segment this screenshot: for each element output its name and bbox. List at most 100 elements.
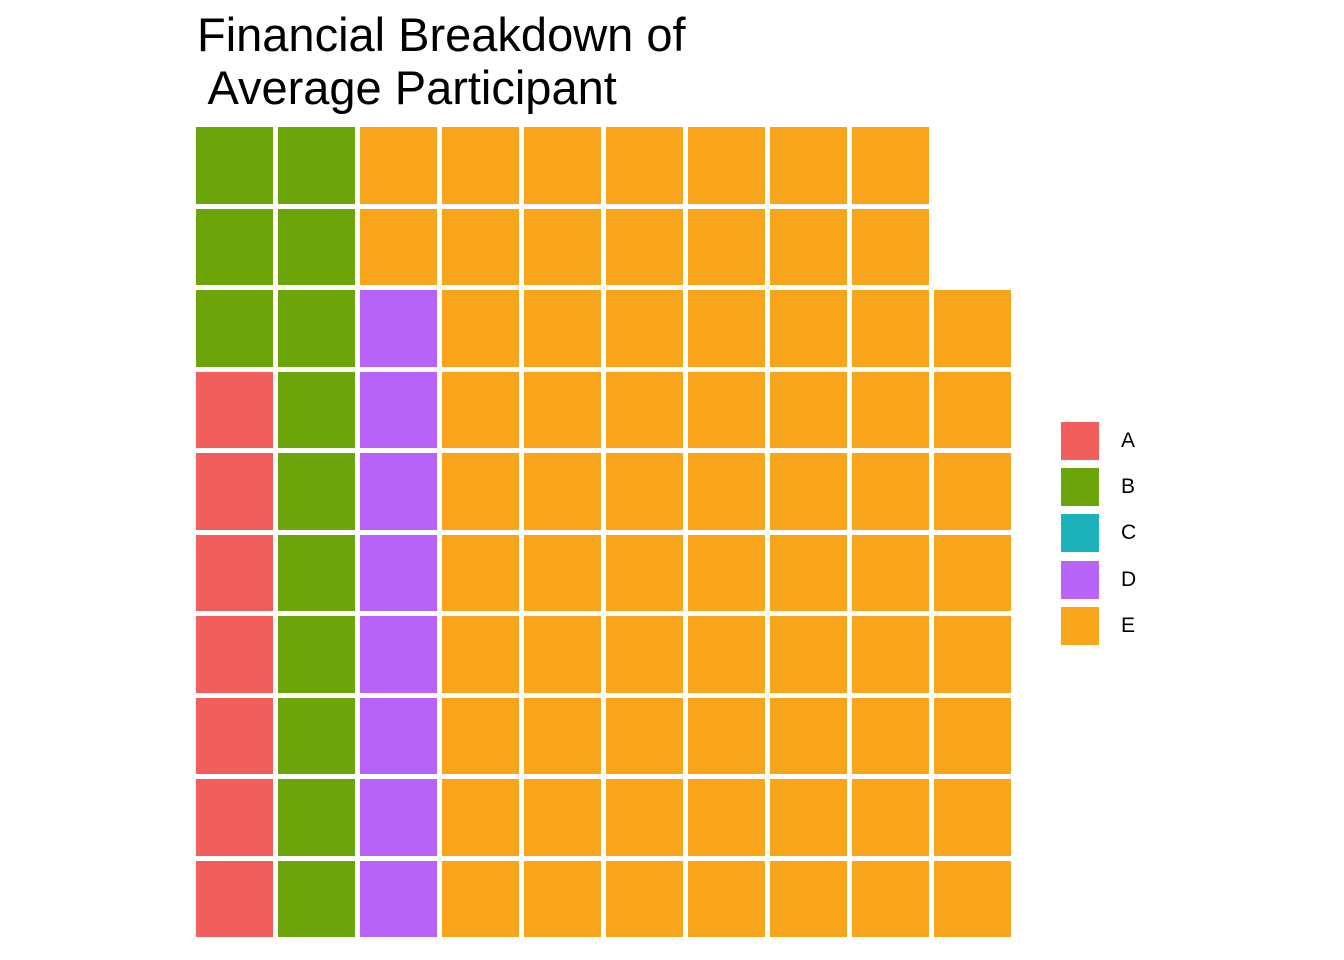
waffle-cell-E (524, 697, 601, 774)
waffle-cell-E (688, 697, 765, 774)
waffle-cell-B (278, 534, 355, 611)
waffle-cell-D (360, 697, 437, 774)
waffle-cell-E (852, 453, 929, 530)
waffle-cell-E (688, 290, 765, 367)
waffle-cell-A (196, 697, 273, 774)
waffle-cell-E (852, 290, 929, 367)
waffle-cell-E (852, 208, 929, 285)
waffle-cell-E (934, 616, 1011, 693)
waffle-cell-E (606, 534, 683, 611)
waffle-cell-A (196, 371, 273, 448)
waffle-cell-E (606, 290, 683, 367)
waffle-cell-D (360, 290, 437, 367)
waffle-cell-E (688, 453, 765, 530)
waffle-cell-E (524, 371, 601, 448)
waffle-cell-A (196, 779, 273, 856)
waffle-cell-B (278, 208, 355, 285)
waffle-cell-D (360, 371, 437, 448)
waffle-cell-E (852, 534, 929, 611)
waffle-cell-E (770, 779, 847, 856)
waffle-cell-D (360, 453, 437, 530)
waffle-cell-A (196, 534, 273, 611)
waffle-cell-B (196, 290, 273, 367)
waffle-cell-E (524, 453, 601, 530)
waffle-cell-E (606, 453, 683, 530)
waffle-cell-A (196, 616, 273, 693)
waffle-cell-E (606, 779, 683, 856)
waffle-cell-E (524, 208, 601, 285)
waffle-cell-E (770, 371, 847, 448)
legend-label-A: A (1121, 429, 1136, 452)
waffle-cell-B (278, 371, 355, 448)
chart-title-line1: Financial Breakdown of (197, 8, 686, 61)
legend-swatch-B (1061, 468, 1099, 507)
waffle-cell-E (606, 697, 683, 774)
waffle-cell-E (442, 860, 519, 937)
legend-label-C: C (1121, 521, 1137, 545)
waffle-cell-E (442, 371, 519, 448)
waffle-cell-E (770, 453, 847, 530)
waffle-cell-E (524, 616, 601, 693)
waffle-cell-E (524, 779, 601, 856)
waffle-cell-E (688, 208, 765, 285)
waffle-cell-E (770, 697, 847, 774)
waffle-cell-E (934, 860, 1011, 937)
waffle-cell-E (688, 534, 765, 611)
legend-swatch-D (1061, 560, 1099, 599)
waffle-cell-E (770, 616, 847, 693)
waffle-cell-E (442, 453, 519, 530)
legend-swatch-C (1061, 514, 1099, 553)
waffle-cell-E (770, 290, 847, 367)
waffle-cell-B (196, 208, 273, 285)
waffle-cell-A (196, 860, 273, 937)
waffle-cell-E (934, 371, 1011, 448)
waffle-cell-E (606, 127, 683, 204)
waffle-cell-E (442, 290, 519, 367)
waffle-cell-D (360, 860, 437, 937)
waffle-cell-E (852, 371, 929, 448)
waffle-cell-E (934, 290, 1011, 367)
chart-title-line2: Average Participant (197, 61, 617, 114)
waffle-cell-E (606, 208, 683, 285)
legend-item-C: C (1061, 514, 1137, 553)
legend-label-B: B (1121, 475, 1136, 499)
waffle-cell-E (606, 371, 683, 448)
waffle-cell-E (442, 616, 519, 693)
waffle-cell-B (278, 290, 355, 367)
waffle-cell-E (524, 534, 601, 611)
waffle-cell-A (196, 453, 273, 530)
waffle-cell-E (770, 208, 847, 285)
legend-item-D: D (1061, 560, 1137, 599)
waffle-cell-E (770, 534, 847, 611)
legend-swatch-E (1061, 606, 1099, 645)
waffle-cell-D (360, 616, 437, 693)
waffle-cell-B (278, 616, 355, 693)
waffle-grid (196, 127, 1011, 937)
legend-item-B: B (1061, 468, 1136, 507)
waffle-cell-E (934, 453, 1011, 530)
legend-swatch-A (1061, 422, 1099, 460)
waffle-cell-E (852, 697, 929, 774)
waffle-cell-B (278, 697, 355, 774)
waffle-cell-D (360, 779, 437, 856)
legend-label-D: D (1121, 567, 1137, 591)
waffle-cell-E (852, 779, 929, 856)
waffle-cell-E (524, 860, 601, 937)
waffle-cell-E (770, 860, 847, 937)
waffle-cell-E (524, 127, 601, 204)
waffle-cell-B (278, 779, 355, 856)
waffle-cell-E (688, 860, 765, 937)
waffle-cell-E (442, 208, 519, 285)
waffle-cell-E (442, 697, 519, 774)
waffle-cell-E (606, 616, 683, 693)
waffle-cell-B (278, 860, 355, 937)
waffle-cell-E (606, 860, 683, 937)
waffle-cell-B (278, 127, 355, 204)
waffle-cell-E (524, 290, 601, 367)
waffle-cell-E (852, 616, 929, 693)
waffle-cell-B (196, 127, 273, 204)
waffle-cell-E (852, 127, 929, 204)
waffle-cell-E (442, 779, 519, 856)
waffle-cell-E (360, 208, 437, 285)
